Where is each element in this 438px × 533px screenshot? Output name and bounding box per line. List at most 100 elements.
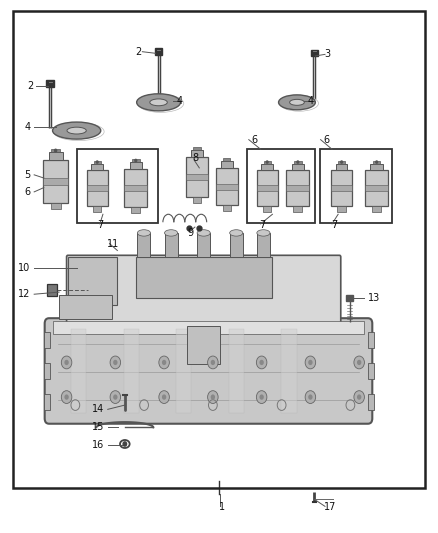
Ellipse shape — [67, 127, 86, 134]
Circle shape — [259, 394, 264, 400]
Text: 2: 2 — [27, 82, 33, 91]
Bar — [229, 329, 244, 413]
Circle shape — [123, 442, 127, 446]
Text: 15: 15 — [92, 423, 104, 432]
Ellipse shape — [138, 230, 151, 236]
Text: 17: 17 — [324, 503, 336, 512]
Bar — [77, 149, 158, 223]
Circle shape — [357, 360, 361, 365]
Circle shape — [96, 161, 98, 163]
Bar — [337, 206, 346, 212]
Bar — [336, 164, 347, 170]
Text: 2: 2 — [135, 47, 141, 56]
Bar — [346, 295, 353, 301]
Circle shape — [61, 391, 72, 403]
FancyBboxPatch shape — [67, 255, 341, 328]
Bar — [124, 329, 139, 413]
Text: 5: 5 — [25, 170, 31, 180]
Text: 12: 12 — [18, 289, 31, 299]
Bar — [136, 257, 272, 298]
Text: 3: 3 — [324, 50, 330, 59]
Text: 11: 11 — [107, 239, 120, 248]
Bar — [223, 158, 230, 161]
Ellipse shape — [290, 99, 304, 106]
Bar — [87, 170, 108, 206]
Bar — [47, 284, 57, 296]
Text: 7: 7 — [259, 220, 265, 230]
Ellipse shape — [53, 122, 101, 139]
Bar — [197, 233, 210, 257]
Bar — [71, 329, 86, 413]
Circle shape — [266, 161, 268, 163]
Text: 4: 4 — [176, 96, 182, 106]
Bar — [194, 147, 201, 150]
Bar — [331, 185, 352, 191]
Text: 7: 7 — [331, 220, 337, 230]
Bar — [331, 170, 352, 206]
Bar — [216, 168, 238, 205]
Bar — [286, 185, 309, 191]
Text: 8: 8 — [193, 154, 199, 163]
Bar — [338, 160, 345, 164]
Ellipse shape — [165, 230, 178, 236]
Circle shape — [308, 360, 313, 365]
Circle shape — [208, 356, 218, 369]
Bar — [286, 170, 309, 206]
Bar — [176, 329, 191, 413]
Text: 9: 9 — [187, 228, 194, 238]
Bar — [87, 185, 108, 191]
Text: 4: 4 — [25, 122, 31, 132]
Bar — [44, 363, 50, 379]
Bar — [44, 394, 50, 410]
Ellipse shape — [137, 94, 180, 111]
Circle shape — [64, 394, 69, 400]
Circle shape — [159, 356, 170, 369]
Bar — [365, 185, 388, 191]
FancyBboxPatch shape — [45, 318, 372, 424]
Bar — [257, 185, 278, 191]
Circle shape — [211, 394, 215, 400]
Bar — [131, 207, 140, 213]
Bar — [191, 150, 203, 157]
Bar — [43, 178, 68, 184]
Text: 6: 6 — [323, 135, 329, 144]
Bar — [50, 203, 61, 209]
Circle shape — [61, 356, 72, 369]
Circle shape — [208, 391, 218, 403]
Bar — [257, 170, 278, 206]
Circle shape — [305, 356, 316, 369]
Circle shape — [256, 356, 267, 369]
Ellipse shape — [197, 230, 210, 236]
Text: 13: 13 — [368, 294, 380, 303]
Circle shape — [135, 159, 137, 161]
Bar — [365, 170, 388, 206]
Circle shape — [211, 360, 215, 365]
Circle shape — [113, 394, 117, 400]
Ellipse shape — [230, 230, 243, 236]
Bar — [155, 48, 162, 55]
Bar — [46, 80, 54, 87]
Ellipse shape — [150, 99, 167, 106]
Ellipse shape — [279, 95, 315, 110]
Text: 10: 10 — [18, 263, 31, 273]
Circle shape — [297, 161, 299, 163]
Text: 7: 7 — [97, 220, 103, 230]
Text: 14: 14 — [92, 405, 104, 414]
Bar — [165, 233, 178, 257]
Bar — [92, 164, 103, 170]
Circle shape — [55, 149, 57, 152]
Circle shape — [162, 360, 166, 365]
Bar — [68, 257, 117, 305]
Bar — [43, 160, 68, 203]
Circle shape — [354, 356, 364, 369]
Circle shape — [110, 356, 120, 369]
Bar — [320, 149, 392, 223]
Bar — [132, 159, 140, 162]
Circle shape — [341, 161, 343, 163]
Circle shape — [162, 394, 166, 400]
Bar — [371, 164, 383, 170]
Circle shape — [305, 391, 316, 403]
Bar — [13, 11, 425, 488]
Bar — [294, 160, 302, 164]
Bar — [368, 332, 374, 348]
